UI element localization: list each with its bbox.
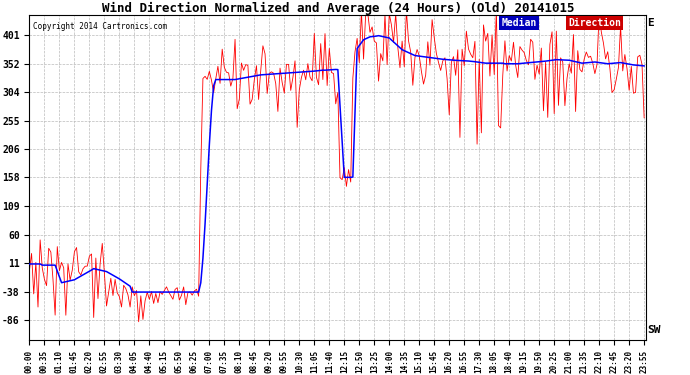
Text: SW: SW (647, 325, 660, 335)
Title: Wind Direction Normalized and Average (24 Hours) (Old) 20141015: Wind Direction Normalized and Average (2… (101, 2, 574, 15)
Text: Median: Median (502, 18, 537, 28)
Text: Direction: Direction (568, 18, 621, 28)
Text: E: E (647, 18, 653, 28)
Text: Copyright 2014 Cartronics.com: Copyright 2014 Cartronics.com (32, 22, 167, 31)
